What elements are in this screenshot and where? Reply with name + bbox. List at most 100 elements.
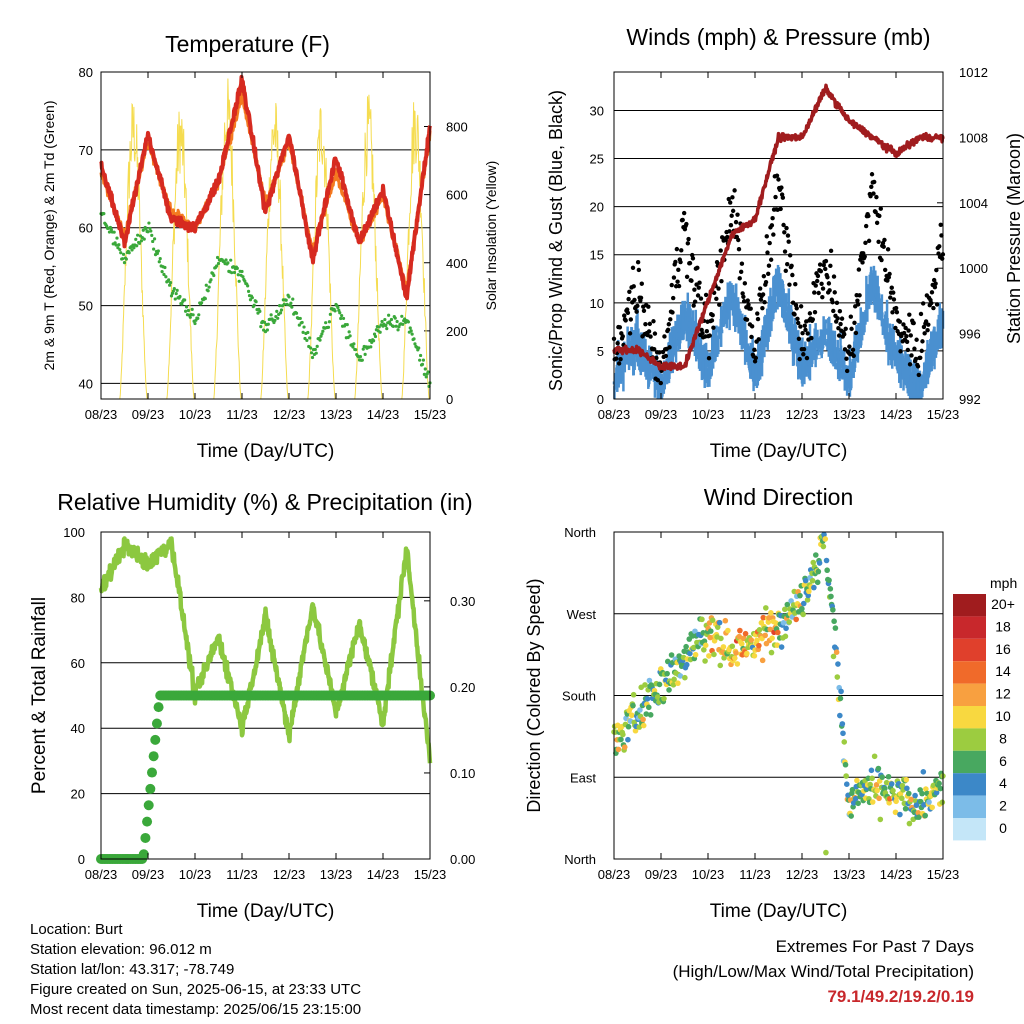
wind-gust-point <box>836 326 841 331</box>
y2-tick-label: 0.30 <box>450 594 475 609</box>
y-axis-label: Sonic/Prop Wind & Gust (Blue, Black) <box>546 90 566 391</box>
wind-gust-point <box>847 344 852 349</box>
wind-gust-point <box>818 269 824 274</box>
direction-point <box>806 588 812 595</box>
wind-gust-point <box>890 310 895 315</box>
wind-gust-point <box>745 298 750 303</box>
wind-gust-point <box>909 353 914 358</box>
wind-gust-point <box>735 212 740 217</box>
direction-point <box>802 577 809 584</box>
wind-gust-point <box>801 352 806 357</box>
wind-gust-point <box>848 314 854 319</box>
dewpoint-point <box>168 283 172 287</box>
dewpoint-point <box>262 320 267 324</box>
wind-gust-point <box>856 267 862 272</box>
x-tick-label: 15/23 <box>414 867 447 882</box>
wind-gust-point <box>691 303 696 308</box>
dewpoint-point <box>209 278 213 282</box>
dewpoint-point <box>191 313 195 317</box>
direction-point <box>810 559 817 566</box>
wind-gust-point <box>885 278 890 283</box>
y-tick-label: 50 <box>79 299 93 314</box>
direction-point <box>733 650 739 656</box>
dewpoint-point <box>190 307 194 311</box>
wind-gust-point <box>919 348 924 354</box>
wind-gust-point <box>863 240 868 246</box>
direction-point <box>824 567 830 574</box>
direction-point <box>714 624 721 630</box>
dewpoint-point <box>197 313 201 317</box>
wind-gust-point <box>668 317 673 322</box>
dewpoint-point <box>309 351 314 355</box>
dewpoint-point <box>169 294 174 298</box>
dewpoint-point <box>333 309 337 313</box>
direction-point <box>841 739 848 745</box>
direction-point <box>748 637 755 643</box>
direction-point <box>754 637 760 644</box>
dewpoint-point <box>121 257 125 261</box>
dewpoint-point <box>127 251 131 255</box>
wind-gust-point <box>898 349 903 354</box>
wind-gust-point <box>667 345 672 350</box>
y2-tick-label: 1012 <box>959 65 988 80</box>
wind-gust-point <box>868 193 873 199</box>
direction-point <box>640 716 646 723</box>
wind-gust-point <box>801 346 807 352</box>
dewpoint-point <box>417 346 421 350</box>
legend-label: 8 <box>999 730 1007 746</box>
dewpoint-point <box>369 345 373 349</box>
wind-gust-point <box>913 356 919 362</box>
dewpoint-point <box>175 288 179 292</box>
wind-gust-point <box>730 208 736 214</box>
wind-gust-point <box>646 304 651 309</box>
dewpoint-point <box>279 308 284 312</box>
direction-point <box>801 582 808 588</box>
panel-title: Temperature (F) <box>165 31 330 57</box>
dewpoint-point <box>134 237 138 241</box>
x-tick-label: 09/23 <box>132 407 165 422</box>
wind-gust-point <box>912 346 917 351</box>
dewpoint-point <box>117 243 121 247</box>
x-tick-label: 10/23 <box>179 407 212 422</box>
wind-gust-point <box>789 263 794 268</box>
wind-gust-point <box>843 326 848 331</box>
wind-gust-point <box>692 299 698 304</box>
direction-point <box>838 688 844 695</box>
dewpoint-point <box>320 332 324 336</box>
direction-point <box>877 816 884 823</box>
direction-point <box>699 616 705 623</box>
wind-gust-point <box>655 378 661 383</box>
direction-point <box>717 662 724 669</box>
wind-gust-point <box>684 221 689 227</box>
direction-point <box>800 600 807 607</box>
wind-gust-point <box>753 355 759 361</box>
wind-gust-point <box>620 334 625 339</box>
direction-point <box>668 652 675 658</box>
wind-gust-point <box>690 252 695 258</box>
y2-tick-label: 0 <box>446 392 453 407</box>
direction-point <box>690 644 697 651</box>
direction-point <box>630 702 636 709</box>
dewpoint-point <box>206 289 210 293</box>
direction-point <box>831 618 837 625</box>
wind-gust-point <box>748 306 753 311</box>
wind-gust-point <box>714 296 719 302</box>
dewpoint-point <box>118 247 122 252</box>
wind-gust-point <box>807 311 813 316</box>
direction-point <box>647 712 654 718</box>
direction-point <box>675 680 681 687</box>
dewpoint-point <box>408 326 412 330</box>
direction-point <box>869 775 875 782</box>
wind-gust-point <box>832 290 837 295</box>
y2-tick-label: 800 <box>446 120 468 135</box>
x-tick-label: 09/23 <box>645 407 678 422</box>
wind-gust-point <box>738 269 744 275</box>
legend-label: 12 <box>995 686 1011 702</box>
wind-gust-point <box>798 304 804 309</box>
dewpoint-point <box>423 367 427 371</box>
y2-tick-label: 0.10 <box>450 766 475 781</box>
dewpoint-point <box>385 327 389 331</box>
wind-gust-point <box>752 347 757 353</box>
direction-point <box>830 607 836 613</box>
direction-point <box>640 722 647 729</box>
